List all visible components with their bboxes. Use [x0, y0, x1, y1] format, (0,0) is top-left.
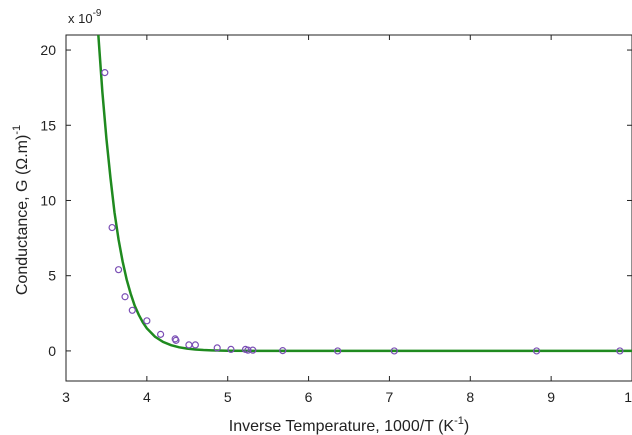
data-point: [390, 347, 398, 355]
data-point: [334, 347, 342, 355]
plot-area: [97, 35, 632, 355]
fit-curve: [97, 35, 632, 353]
data-point: [128, 306, 136, 314]
data-point: [185, 341, 193, 349]
data-point: [244, 346, 252, 354]
data-point: [114, 266, 123, 274]
axis-ticks: 3 4 5 6 7 8 9 10 0 5 10 15 20: [40, 35, 632, 405]
data-point: [279, 347, 287, 355]
x-tick-label: 7: [386, 389, 394, 405]
x-tick-label: 8: [466, 389, 474, 405]
data-point: [227, 345, 235, 354]
y-axis-title: Conductance, G (Ω.m)-1: [11, 125, 31, 295]
data-point: [108, 223, 116, 232]
data-point: [616, 347, 624, 355]
data-point: [172, 336, 180, 344]
x-tick-label: 5: [224, 389, 232, 405]
data-point: [121, 293, 129, 301]
x-tick-label: 4: [143, 389, 151, 405]
y-tick-label: 5: [48, 268, 56, 284]
x-tick-label: 6: [305, 389, 313, 405]
data-point: [101, 69, 109, 77]
data-point: [249, 346, 257, 354]
data-point: [157, 330, 165, 338]
x-axis-title: Inverse Temperature, 1000/T (K-1): [229, 415, 469, 435]
y-tick-label: 15: [40, 117, 56, 133]
x-tick-label: 10: [624, 389, 632, 405]
y-tick-label: 10: [40, 192, 56, 208]
y-tick-label: 20: [40, 42, 56, 58]
x-tick-label: 9: [547, 389, 555, 405]
data-point: [213, 344, 221, 352]
plot-frame: [65, 34, 632, 382]
y-multiplier: x 10-9: [68, 8, 102, 26]
x-tick-label: 3: [62, 389, 70, 405]
data-point: [143, 317, 151, 325]
data-point: [532, 347, 541, 355]
data-point: [191, 341, 199, 349]
y-tick-label: 0: [48, 343, 56, 359]
